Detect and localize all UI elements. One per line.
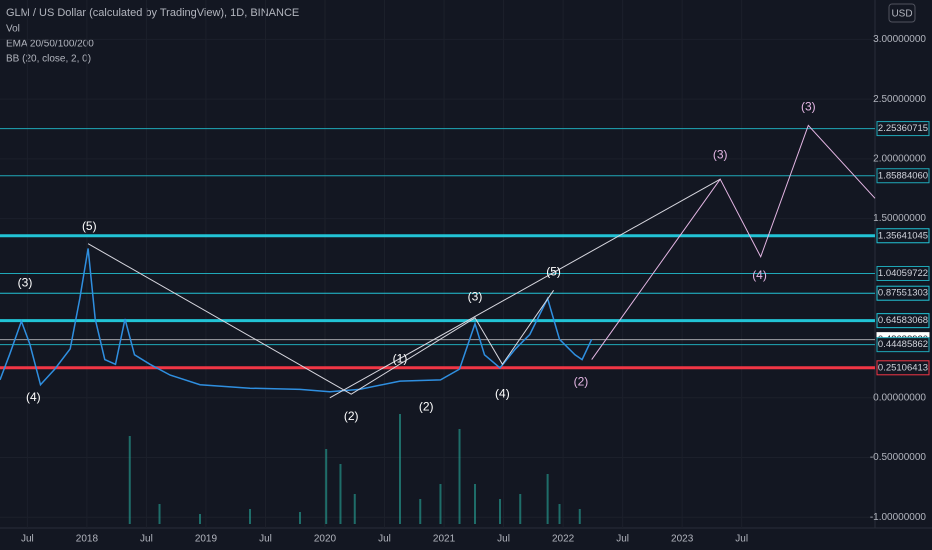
level-label-box — [876, 228, 930, 244]
volume-bar — [499, 499, 501, 524]
volume-bar — [439, 484, 442, 524]
level-label: 1.04059722 — [878, 268, 928, 279]
x-tick-label: Jul — [616, 534, 629, 545]
indicator: Vol — [6, 24, 20, 35]
volume-bar — [299, 512, 301, 524]
level-label-box — [876, 265, 930, 281]
level-label: 0.87551303 — [878, 288, 928, 299]
volume-bar — [399, 414, 401, 524]
y-tick-label: 2.00000000 — [873, 154, 926, 165]
wave-label: (5) — [546, 265, 561, 279]
wave-label: (3) — [713, 147, 728, 161]
wave-line — [329, 178, 721, 399]
level-label-box — [876, 360, 930, 376]
level-label-box — [876, 121, 930, 137]
level-label: 1.85884060 — [878, 170, 928, 181]
level-label: 0.64583068 — [878, 315, 928, 326]
volume-bar — [158, 504, 161, 524]
volume-bar — [128, 436, 131, 524]
level-label: 2.25360715 — [878, 123, 928, 134]
wave-label: (3) — [468, 290, 483, 304]
volume-bar — [199, 514, 201, 524]
wave-line — [87, 243, 555, 395]
x-tick-label: 2020 — [314, 534, 337, 545]
x-tick-label: 2021 — [433, 534, 456, 545]
wave-label: (3) — [801, 100, 816, 114]
level-label: 0.25106413 — [878, 362, 928, 373]
x-tick-label: Jul — [497, 534, 510, 545]
volume-bar — [325, 449, 328, 524]
wave-label: (4) — [26, 390, 41, 404]
x-tick-label: Jul — [378, 534, 391, 545]
x-tick-label: 2022 — [552, 534, 575, 545]
volume-bar — [458, 429, 461, 524]
wave-label: (2) — [344, 409, 359, 423]
y-tick-label: -1.00000000 — [870, 512, 927, 523]
wave-label: (2) — [419, 400, 434, 414]
y-tick-label: 1.50000000 — [873, 213, 926, 224]
volume-bar — [474, 484, 476, 524]
volume-bar — [419, 499, 422, 524]
indicator: BB (20, close, 2, 0) — [6, 54, 91, 65]
volume-bar — [519, 494, 522, 524]
chart-title: GLM / US Dollar (calculated by TradingVi… — [6, 7, 299, 19]
wave-label: (4) — [752, 268, 767, 282]
y-tick-label: -0.50000000 — [870, 452, 927, 463]
currency[interactable]: USD — [891, 9, 912, 20]
x-tick-label: Jul — [140, 534, 153, 545]
indicator: EMA 20/50/100/200 — [6, 39, 94, 50]
x-tick-label: 2023 — [671, 534, 694, 545]
wave-label: (4) — [495, 386, 510, 400]
x-tick-label: 2018 — [76, 534, 99, 545]
wave-label: (1) — [393, 352, 408, 366]
volume-bar — [353, 494, 356, 524]
currency-box[interactable] — [888, 3, 916, 23]
x-tick-label: Jul — [735, 534, 748, 545]
level-label: 1.35641045 — [878, 230, 928, 241]
level-label-box — [876, 168, 930, 184]
x-tick-label: Jul — [21, 534, 34, 545]
volume-bar — [339, 464, 342, 524]
volume-bar — [578, 509, 581, 524]
wave-label: (3) — [18, 275, 33, 289]
volume-bar — [546, 474, 549, 524]
level-label-box — [876, 337, 930, 353]
level-label-box — [876, 285, 930, 301]
wave-label: (2) — [574, 374, 589, 388]
price-line — [0, 248, 593, 393]
y-tick-label: 2.50000000 — [873, 94, 926, 105]
x-tick-label: 2019 — [195, 534, 218, 545]
level-label: 0.44485862 — [878, 339, 928, 350]
wave-line — [591, 124, 876, 360]
y-tick-label: 0.00000000 — [873, 392, 926, 403]
level-label-box — [876, 313, 930, 329]
wave-label: (5) — [82, 219, 97, 233]
x-tick-label: Jul — [259, 534, 272, 545]
volume-bar — [249, 509, 251, 524]
y-tick-label: 3.00000000 — [873, 34, 926, 45]
volume-bar — [558, 504, 561, 524]
